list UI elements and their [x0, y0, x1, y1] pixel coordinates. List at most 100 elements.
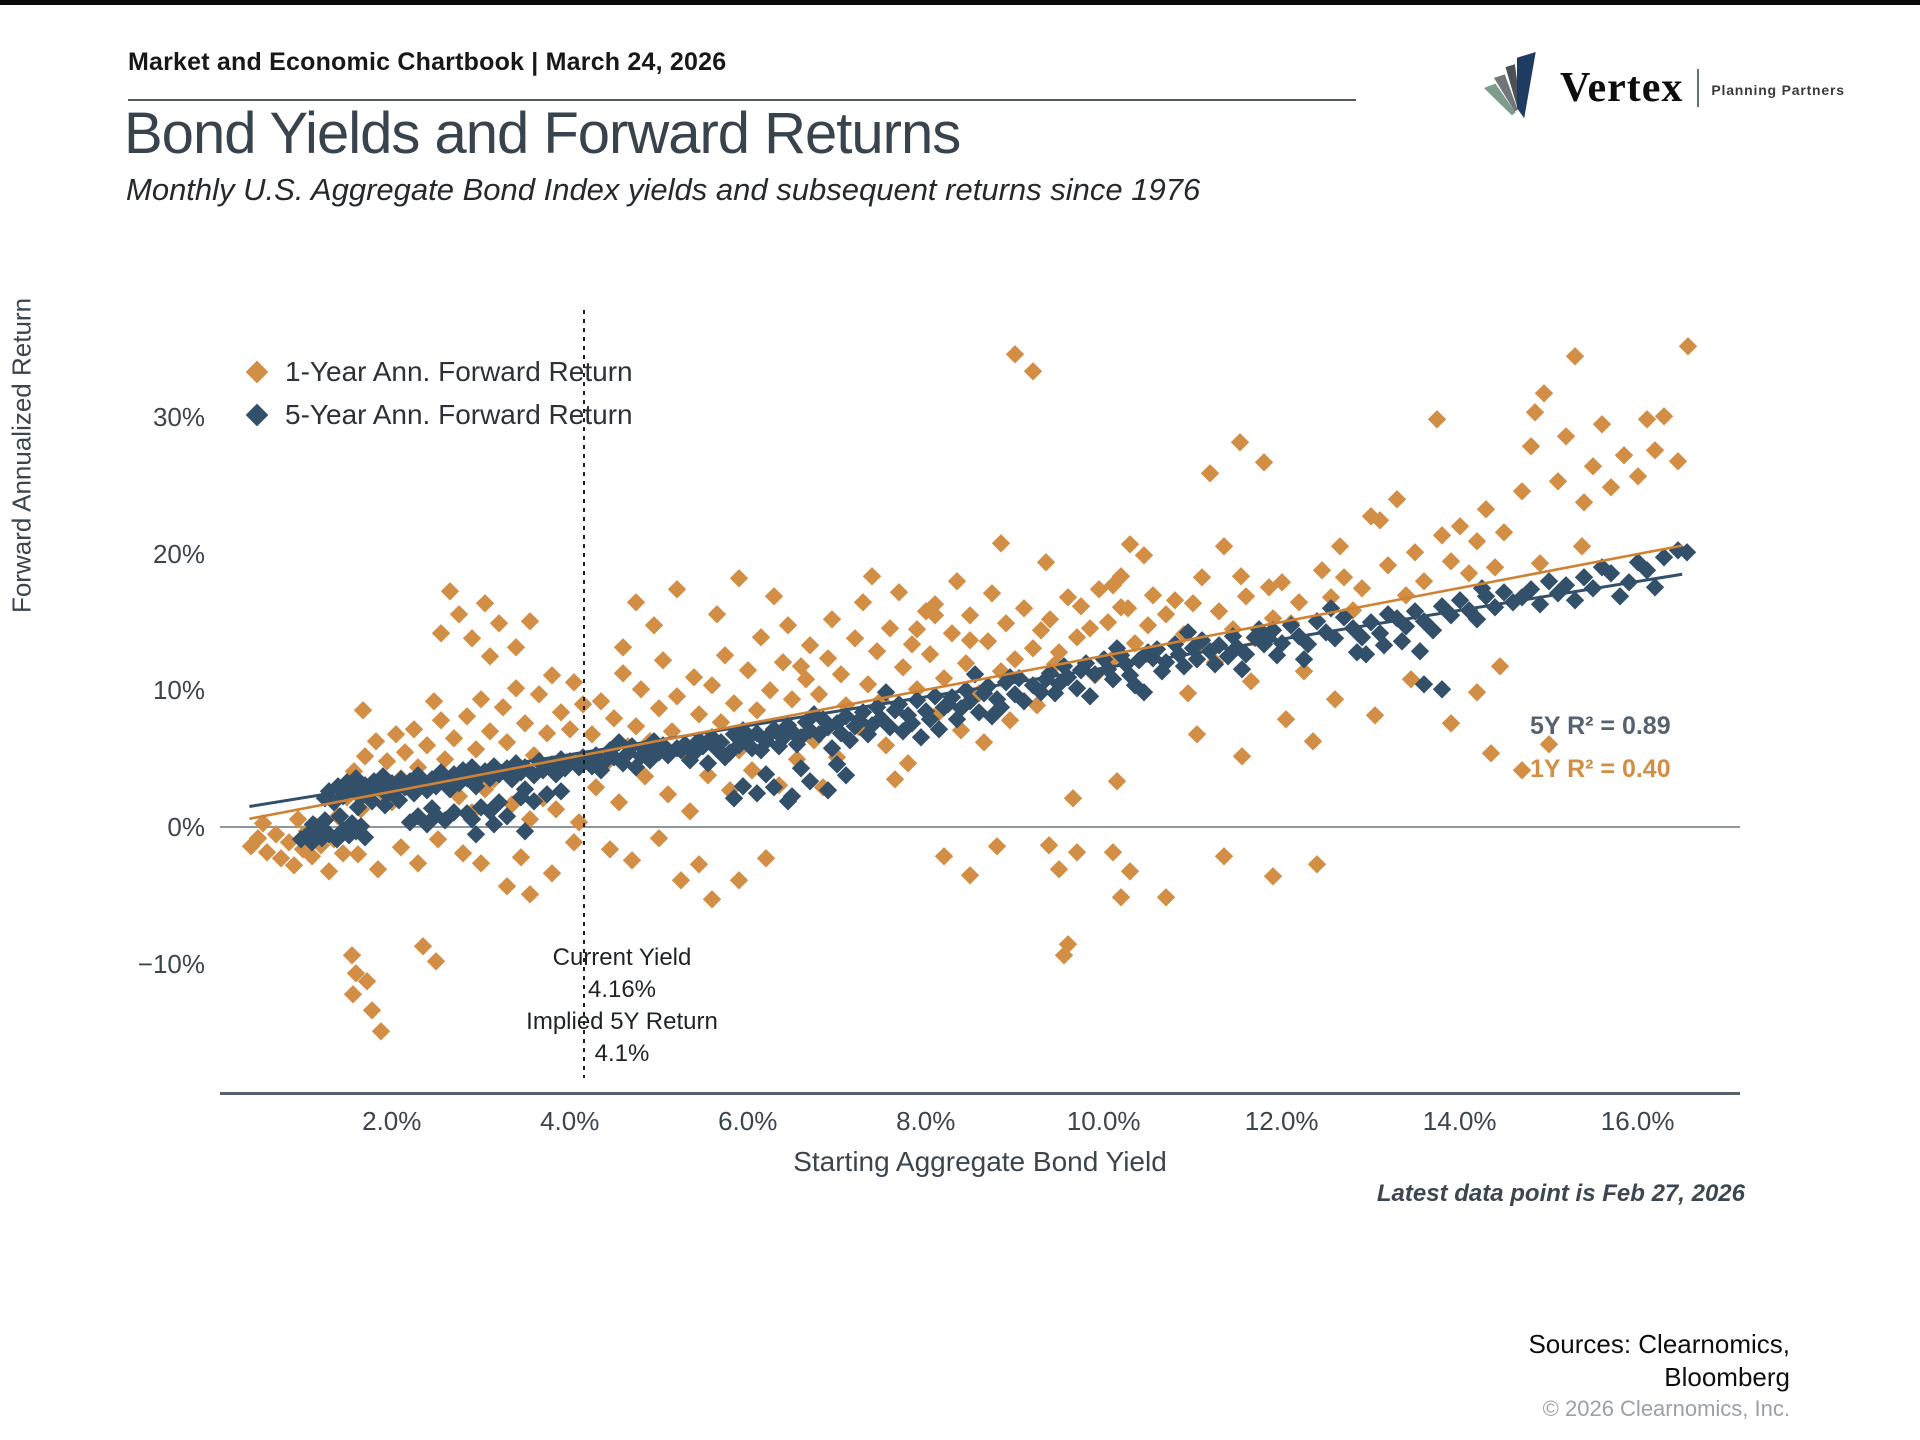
scatter-point-one_year [583, 725, 601, 743]
scatter-point-five_year [912, 727, 931, 746]
scatter-point-one_year [591, 692, 610, 711]
scatter-point-one_year [1548, 472, 1567, 491]
scatter-point-one_year [565, 673, 584, 692]
scatter-point-one_year [747, 700, 766, 719]
legend-label-1y: 1-Year Ann. Forward Return [285, 355, 633, 387]
scatter-point-one_year [881, 618, 900, 637]
scatter-point-one_year [1566, 346, 1585, 365]
sources-line-2: Bloomberg [1664, 1362, 1790, 1392]
x-tick-label: 16.0% [1600, 1106, 1675, 1136]
scatter-point-one_year [396, 742, 414, 761]
scatter-point-one_year [356, 747, 374, 765]
scatter-point-one_year [832, 665, 851, 683]
scatter-point-one_year [979, 632, 997, 651]
scatter-point-one_year [1326, 689, 1344, 708]
scatter-point-one_year [689, 854, 708, 873]
x-tick-label: 10.0% [1066, 1106, 1141, 1136]
scatter-point-one_year [1157, 604, 1175, 623]
scatter-point-one_year [1637, 409, 1656, 428]
scatter-point-one_year [899, 753, 917, 772]
scatter-point-five_year [1646, 577, 1665, 596]
scatter-point-one_year [1495, 523, 1514, 541]
scatter-point-one_year [801, 636, 819, 655]
page-title: Bond Yields and Forward Returns [124, 101, 961, 166]
latest-data-footnote: Latest data point is Feb 27, 2026 [1376, 1180, 1745, 1207]
legend-marker-1y-diamond-icon [245, 360, 269, 383]
scatter-point-one_year [1014, 599, 1033, 618]
scatter-point-one_year [543, 666, 561, 685]
scatter-point-one_year [752, 628, 770, 647]
scatter-point-one_year [738, 660, 757, 679]
scatter-point-one_year [1477, 499, 1496, 518]
scatter-point-one_year [1039, 835, 1058, 854]
scatter-point-one_year [471, 853, 490, 872]
scatter-point-one_year [425, 692, 444, 711]
scatter-point-one_year [480, 722, 499, 741]
scatter-point-one_year [947, 572, 966, 590]
scatter-point-one_year [1602, 477, 1620, 496]
scatter-point-one_year [320, 861, 339, 880]
scatter-point-one_year [1441, 551, 1460, 570]
legend-marker-5y-diamond-icon [245, 403, 269, 426]
scatter-point-one_year [756, 849, 775, 868]
scatter-point-one_year [961, 865, 980, 884]
scatter-point-one_year [1005, 345, 1024, 364]
scatter-point-one_year [854, 592, 873, 611]
scatter-point-one_year [1121, 535, 1140, 554]
scatter-point-one_year [1201, 464, 1220, 483]
scatter-point-one_year [467, 740, 486, 759]
scatter-point-one_year [445, 729, 463, 748]
scatter-point-one_year [876, 736, 895, 754]
zero-gridline [220, 825, 1740, 828]
scatter-point-one_year [658, 785, 677, 804]
scatter-point-one_year [961, 606, 980, 625]
scatter-point-one_year [1513, 482, 1531, 500]
scatter-point-one_year [810, 685, 828, 704]
y-tick-label: −10% [137, 948, 205, 979]
x-tick-label: 12.0% [1244, 1106, 1319, 1136]
scatter-point-one_year [1557, 427, 1576, 446]
scatter-point-one_year [1214, 846, 1233, 865]
scatter-point-one_year [1415, 572, 1433, 590]
scatter-point-one_year [1366, 706, 1385, 724]
scatter-point-one_year [1441, 714, 1460, 733]
scatter-point-one_year [1573, 536, 1592, 555]
scatter-point-one_year [1331, 536, 1350, 555]
scatter-point-one_year [609, 793, 628, 812]
scatter-point-one_year [1468, 532, 1487, 551]
scatter-point-one_year [903, 635, 922, 653]
scatter-point-one_year [1679, 337, 1698, 356]
scatter-point-one_year [1214, 536, 1233, 555]
scatter-point-one_year [765, 587, 784, 606]
scatter-point-one_year [934, 669, 953, 687]
scatter-point-one_year [774, 652, 793, 671]
sources-note: Sources: Clearnomics, Bloomberg [1190, 1328, 1790, 1394]
scatter-point-five_year [1610, 587, 1629, 606]
chart-legend: 1-Year Ann. Forward Return 5-Year Ann. F… [243, 350, 633, 436]
scatter-point-one_year [1108, 771, 1126, 790]
scatter-point-one_year [1232, 747, 1251, 765]
scatter-point-one_year [1157, 887, 1175, 906]
scatter-point-one_year [1655, 406, 1674, 425]
current-yield-annotation: Current Yield 4.16% Implied 5Y Return 4.… [502, 942, 742, 1070]
scatter-point-one_year [1188, 725, 1207, 743]
scatter-point-one_year [1005, 650, 1024, 668]
scatter-point-one_year [863, 566, 882, 585]
scatter-point-one_year [1230, 432, 1249, 451]
scatter-point-one_year [1068, 842, 1086, 861]
scatter-point-one_year [605, 708, 624, 727]
scatter-point-one_year [458, 707, 477, 726]
y-tick-label: 0% [167, 811, 205, 842]
header-divider [128, 99, 1356, 101]
scatter-point-one_year [476, 594, 495, 612]
scatter-point-one_year [547, 800, 566, 819]
scatter-point-one_year [627, 716, 646, 735]
scatter-point-one_year [974, 733, 993, 752]
scatter-point-one_year [1134, 546, 1153, 565]
scatter-point-one_year [649, 829, 668, 847]
scatter-point-one_year [409, 853, 428, 872]
scatter-point-one_year [363, 1001, 382, 1019]
scatter-point-one_year [654, 651, 673, 670]
scatter-point-one_year [614, 637, 633, 656]
scatter-point-one_year [778, 615, 797, 634]
